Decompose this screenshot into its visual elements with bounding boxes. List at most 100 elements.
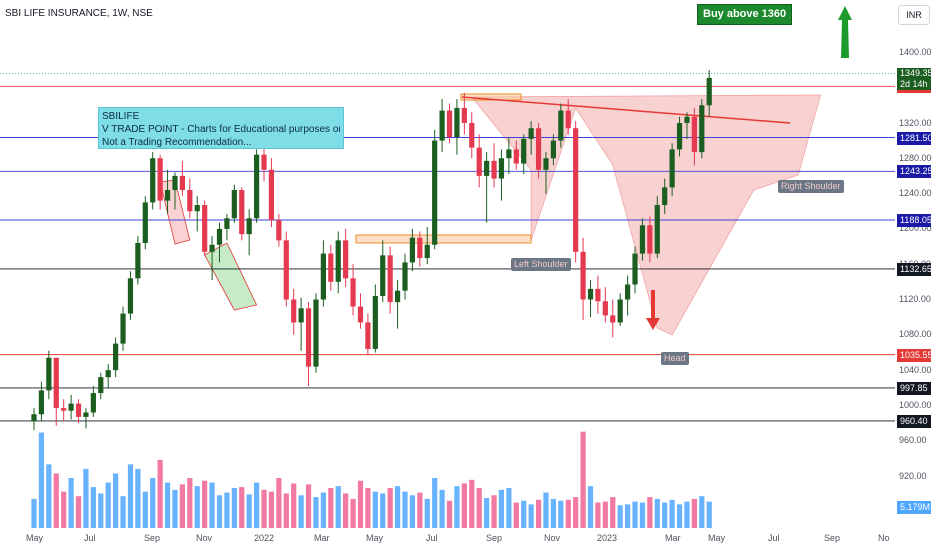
candle-body	[528, 128, 534, 139]
volume-bar	[31, 498, 37, 528]
candle-body	[142, 202, 148, 243]
y-tick-label: 1120.00	[899, 294, 931, 305]
level-price-tag: 960.40	[897, 414, 931, 428]
candle-body	[535, 128, 542, 170]
candle-body	[328, 253, 334, 282]
candle-body	[632, 253, 638, 285]
x-tick-label: May	[26, 533, 44, 543]
candle-body	[610, 315, 616, 323]
candle-body	[587, 288, 594, 300]
candle-body	[699, 105, 705, 153]
volume-bar	[113, 473, 119, 528]
candle-body	[647, 225, 653, 254]
volume-bar	[535, 499, 542, 528]
candle-body	[550, 140, 556, 159]
volume-bar	[580, 431, 586, 528]
volume-bar	[706, 501, 712, 528]
volume-bar	[127, 464, 134, 528]
candle-body	[261, 154, 267, 170]
x-tick-label: Mar	[665, 533, 681, 543]
candle-body	[90, 393, 96, 413]
candle-body	[202, 205, 208, 252]
volume-bar	[587, 486, 594, 528]
volume-bar	[461, 483, 467, 528]
volume-bar	[246, 494, 252, 528]
candle-body	[439, 110, 445, 141]
candle-body	[98, 377, 104, 394]
candle-body	[254, 154, 260, 219]
candle-body	[246, 218, 252, 235]
volume-bar	[417, 492, 423, 528]
volume-bar	[172, 489, 178, 528]
volume-bar	[150, 478, 156, 528]
x-tick-label: 2023	[597, 533, 618, 543]
candle-body	[276, 220, 282, 241]
candle-body	[573, 128, 579, 252]
volume-bar	[209, 482, 215, 528]
candle-body	[394, 290, 401, 303]
candle-body	[639, 225, 646, 254]
x-tick-label: Nov	[196, 533, 213, 543]
candle-body	[105, 370, 111, 378]
volume-bar	[142, 491, 148, 528]
volume-bar	[409, 495, 416, 528]
volume-bar	[617, 505, 623, 528]
candle-body	[172, 175, 178, 191]
candle-body	[484, 160, 490, 176]
note-line-2: V TRADE POINT - Charts for Educational p…	[102, 124, 340, 135]
y-tick-label: 1200.00	[899, 223, 932, 234]
candle-body	[31, 414, 37, 422]
candle-body	[595, 288, 601, 302]
x-tick-label: Sep	[144, 533, 161, 543]
bar-countdown: 2d 14h	[900, 78, 928, 89]
y-tick-label: 1080.00	[899, 329, 932, 340]
volume-bar	[654, 498, 660, 528]
candle-body	[343, 240, 349, 279]
x-tick-label: Sep	[486, 533, 503, 543]
volume-bar	[595, 502, 601, 528]
volume-bar	[276, 478, 282, 528]
volume-bar	[491, 495, 497, 528]
volume-bar	[239, 487, 245, 528]
volume-bar	[261, 489, 267, 528]
volume-bar	[632, 501, 638, 528]
candle-body	[335, 240, 341, 282]
volume-bar	[298, 495, 304, 528]
volume-bar	[647, 497, 653, 528]
y-tick-label: 1000.00	[899, 400, 932, 410]
candle-body	[565, 110, 571, 129]
candle-body	[676, 122, 683, 150]
candle-body	[424, 244, 430, 258]
volume-bar	[550, 498, 556, 528]
volume-bar	[231, 488, 237, 528]
volume-bar	[350, 498, 356, 528]
candle-body	[224, 218, 230, 229]
last-price-value: 1349.35	[900, 67, 932, 78]
candle-body	[461, 107, 467, 123]
volume-bar	[424, 498, 430, 528]
volume-bar	[83, 468, 89, 528]
volume-bar	[202, 480, 208, 528]
volume-bar	[216, 495, 223, 528]
candle-body	[231, 190, 237, 219]
volume-bar	[313, 497, 319, 528]
candle-body	[127, 278, 134, 314]
candle-body	[350, 278, 356, 307]
volume-bar	[513, 502, 519, 528]
x-tick-label: May	[366, 533, 384, 543]
volume-bar	[402, 491, 408, 528]
volume-bar	[268, 491, 275, 528]
candle-body	[164, 190, 171, 201]
candle-body	[357, 306, 364, 323]
buy-above-label: Buy above 1360	[697, 4, 793, 25]
currency-selector[interactable]: INR	[898, 5, 930, 25]
note-line-1: SBILIFE	[102, 111, 140, 122]
x-tick-label: May	[708, 533, 726, 543]
level-price-tag: 1188.05	[897, 213, 932, 227]
right-shoulder-label: Right Shoulder	[778, 180, 844, 193]
info-note: SBILIFE V TRADE POINT - Charts for Educa…	[98, 107, 344, 149]
volume-bar	[194, 486, 200, 528]
y-tick-label: 1280.00	[899, 152, 932, 163]
volume-bar	[394, 486, 401, 528]
